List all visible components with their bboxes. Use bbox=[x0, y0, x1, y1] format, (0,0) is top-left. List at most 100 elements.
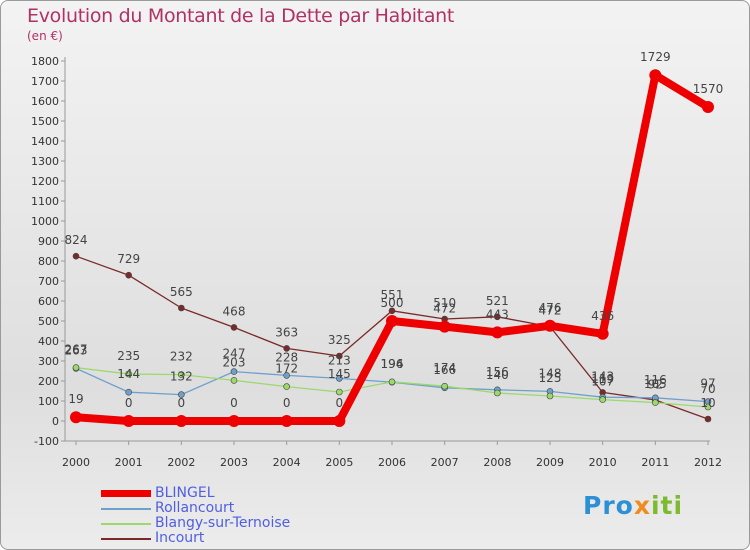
data-label-2: 232 bbox=[170, 350, 193, 364]
y-tick-label: 1200 bbox=[31, 175, 59, 188]
series-point-3 bbox=[125, 271, 132, 279]
series-point-0 bbox=[702, 101, 714, 113]
series-point-1 bbox=[230, 368, 238, 375]
data-label-3: 551 bbox=[381, 288, 404, 302]
data-label-0: 0 bbox=[283, 396, 291, 410]
data-label-3: 729 bbox=[117, 252, 140, 266]
y-tick-label: 800 bbox=[38, 255, 59, 268]
chart-subtitle: (en €) bbox=[27, 29, 63, 43]
data-label-1: 213 bbox=[328, 353, 351, 367]
proxiti-logo: Proxiti bbox=[583, 491, 683, 520]
series-point-0 bbox=[175, 415, 188, 427]
series-point-0 bbox=[122, 415, 135, 427]
series-point-0 bbox=[649, 69, 662, 82]
data-label-2: 140 bbox=[486, 368, 509, 382]
data-label-3: 363 bbox=[275, 325, 298, 339]
series-point-0 bbox=[438, 320, 451, 333]
y-tick-label: 1600 bbox=[31, 95, 59, 108]
data-label-2: 125 bbox=[539, 371, 562, 385]
data-label-2: 145 bbox=[328, 367, 351, 381]
y-tick-label: 1500 bbox=[31, 115, 59, 128]
data-label-1: 119 bbox=[591, 372, 614, 386]
data-label-3: 521 bbox=[486, 294, 509, 308]
y-tick-label: 1700 bbox=[31, 75, 59, 88]
y-tick-label: 900 bbox=[38, 235, 59, 248]
logo-part-2: x bbox=[633, 491, 651, 520]
data-label-2: 70 bbox=[700, 382, 715, 396]
x-tick-label: 2007 bbox=[431, 456, 459, 469]
series-point-3 bbox=[704, 415, 712, 423]
series-point-2 bbox=[178, 371, 185, 378]
logo-part-3: iti bbox=[650, 491, 684, 520]
data-label-0: 0 bbox=[178, 396, 186, 410]
data-label-3: 565 bbox=[170, 285, 193, 299]
series-point-2 bbox=[494, 389, 501, 397]
legend-item-blingel: BLINGEL bbox=[101, 486, 290, 501]
series-point-1 bbox=[336, 375, 343, 382]
y-tick-label: 100 bbox=[38, 395, 59, 408]
data-label-3: 143 bbox=[591, 369, 614, 383]
y-tick-label: 1800 bbox=[31, 55, 59, 68]
y-tick-label: -100 bbox=[34, 435, 59, 448]
logo-part-1: Pro bbox=[583, 491, 634, 520]
legend-label-rollancourt: Rollancourt bbox=[155, 500, 235, 516]
legend: BLINGEL Rollancourt Blangy-sur-Ternoise … bbox=[101, 486, 290, 546]
x-tick-label: 2009 bbox=[536, 456, 564, 469]
x-tick-label: 2008 bbox=[483, 456, 511, 469]
series-point-2 bbox=[704, 403, 712, 411]
data-label-2: 174 bbox=[433, 361, 456, 375]
x-tick-label: 2002 bbox=[167, 456, 195, 469]
data-label-3: 472 bbox=[539, 304, 562, 318]
data-label-0: 476 bbox=[539, 301, 562, 315]
series-point-2 bbox=[336, 388, 343, 396]
data-label-1: 97 bbox=[700, 377, 715, 391]
series-point-0 bbox=[544, 319, 556, 332]
x-tick-label: 2005 bbox=[325, 456, 353, 469]
y-tick-label: 400 bbox=[38, 335, 59, 348]
series-point-3 bbox=[494, 313, 501, 321]
series-point-2 bbox=[652, 399, 659, 406]
legend-label-blingel: BLINGEL bbox=[155, 485, 215, 501]
series-point-3 bbox=[388, 307, 396, 315]
x-tick-label: 2006 bbox=[378, 456, 406, 469]
y-tick-label: 1100 bbox=[31, 195, 59, 208]
series-point-3 bbox=[178, 304, 185, 312]
y-tick-label: 1000 bbox=[31, 215, 59, 228]
legend-label-incourt: Incourt bbox=[155, 530, 205, 546]
x-tick-label: 2000 bbox=[62, 456, 90, 469]
data-label-1: 194 bbox=[381, 357, 404, 371]
data-label-1: 228 bbox=[275, 350, 298, 364]
data-label-1: 148 bbox=[539, 366, 562, 380]
x-tick-label: 2001 bbox=[115, 456, 143, 469]
series-point-1 bbox=[178, 391, 185, 398]
data-label-0: 500 bbox=[381, 296, 404, 310]
data-label-2: 267 bbox=[65, 343, 88, 357]
y-tick-label: 1400 bbox=[31, 135, 59, 148]
y-tick-label: 500 bbox=[38, 315, 59, 328]
data-label-1: 116 bbox=[644, 373, 667, 387]
x-tick-label: 2010 bbox=[589, 456, 617, 469]
data-label-2: 172 bbox=[275, 362, 298, 376]
series-point-2 bbox=[283, 383, 290, 390]
series-point-0 bbox=[280, 415, 293, 427]
data-label-3: 325 bbox=[328, 333, 351, 347]
series-point-0 bbox=[596, 327, 609, 340]
series-point-3 bbox=[283, 345, 290, 352]
data-label-0: 443 bbox=[486, 307, 509, 321]
series-point-1 bbox=[283, 372, 290, 379]
data-label-3: 824 bbox=[65, 233, 88, 247]
y-tick-label: 700 bbox=[38, 275, 59, 288]
y-tick-label: 1300 bbox=[31, 155, 59, 168]
series-point-0 bbox=[70, 411, 82, 424]
legend-item-rollancourt: Rollancourt bbox=[101, 501, 290, 516]
x-tick-label: 2011 bbox=[641, 456, 669, 469]
data-label-3: 510 bbox=[433, 296, 456, 310]
x-tick-label: 2012 bbox=[694, 456, 722, 469]
legend-label-blangy: Blangy-sur-Ternoise bbox=[155, 515, 291, 531]
series-point-1 bbox=[125, 388, 132, 396]
y-tick-label: 300 bbox=[38, 355, 59, 368]
data-label-1: 156 bbox=[486, 365, 509, 379]
data-label-2: 196 bbox=[381, 357, 404, 371]
data-label-3: 10 bbox=[700, 396, 715, 410]
